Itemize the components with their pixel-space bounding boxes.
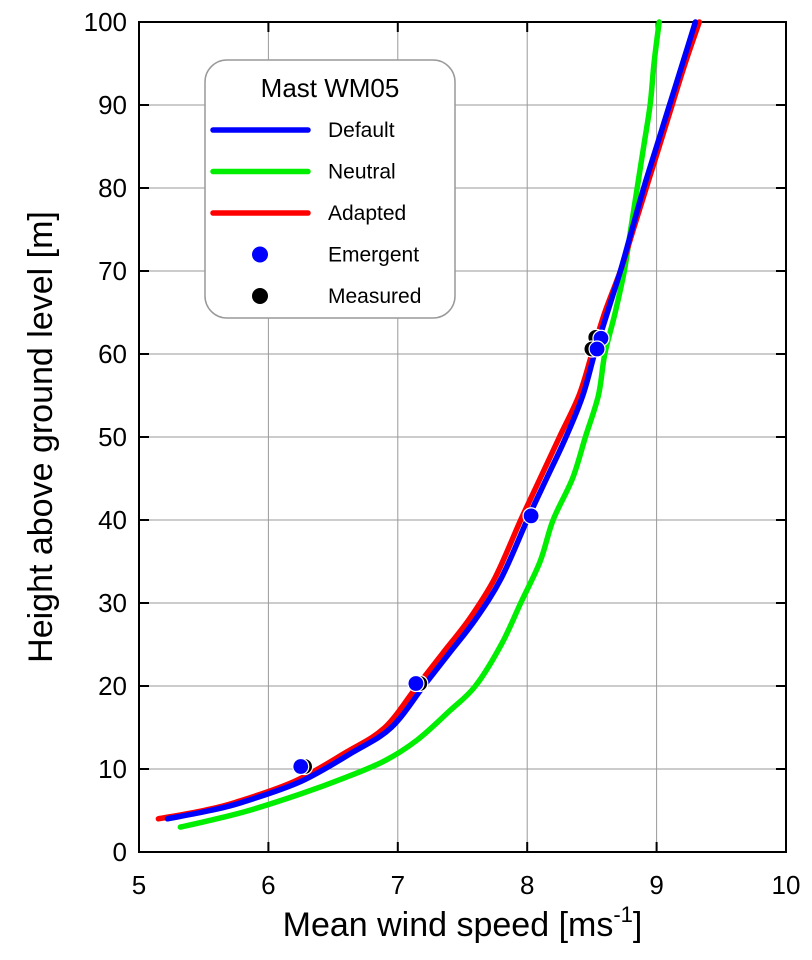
emergent-point-2 [522,507,540,525]
legend: Mast WM05 Default Neutral Adapted Emergent M… [204,59,456,319]
x-tick-label-10: 10 [772,870,801,900]
legend-label-adapted: Adapted [328,202,406,225]
legend-label-neutral: Neutral [328,161,396,184]
y-tick-label-50: 50 [98,422,127,452]
series-markers [292,328,610,776]
legend-label-measured: Measured [328,285,421,308]
x-axis-title-superscript: -1 [613,902,633,927]
y-tick-label-0: 0 [113,837,127,867]
legend-label-emergent: Emergent [328,244,419,267]
x-tick-label-5: 5 [132,870,146,900]
default-line [164,19,699,822]
legend-label-default: Default [328,119,395,142]
x-axis-title-end: ] [633,906,642,944]
y-tick-label-70: 70 [98,256,127,286]
y-tick-label-30: 30 [98,588,127,618]
emergent-point-1 [407,674,425,693]
y-tick-label-80: 80 [98,173,127,203]
legend-swatch-measured [252,288,268,304]
axis-ticks [138,21,787,853]
legend-title: Mast WM05 [261,73,400,103]
series-lines [155,19,703,830]
y-tick-label-100: 100 [84,7,127,37]
x-axis-title-main: Mean wind speed [ms [283,906,614,944]
y-tick-label-60: 60 [98,339,127,369]
x-tick-label-8: 8 [520,870,534,900]
x-tick-label-9: 9 [649,870,663,900]
y-tick-label-10: 10 [98,754,127,784]
x-tick-label-7: 7 [391,870,405,900]
y-tick-label-40: 40 [98,505,127,535]
y-tick-label-90: 90 [98,90,127,120]
legend-entries: Default Neutral Adapted Emergent Measured [210,119,421,308]
neutral-line [177,19,662,830]
y-axis-title: Height above ground level [m] [22,211,60,663]
emergent-point-4 [588,340,606,358]
y-tick-label-20: 20 [98,671,127,701]
emergent-point-0 [292,757,310,776]
x-axis-title: Mean wind speed [ms-1] [283,902,643,944]
x-tick-label-6: 6 [261,870,275,900]
legend-swatch-emergent [252,246,268,263]
